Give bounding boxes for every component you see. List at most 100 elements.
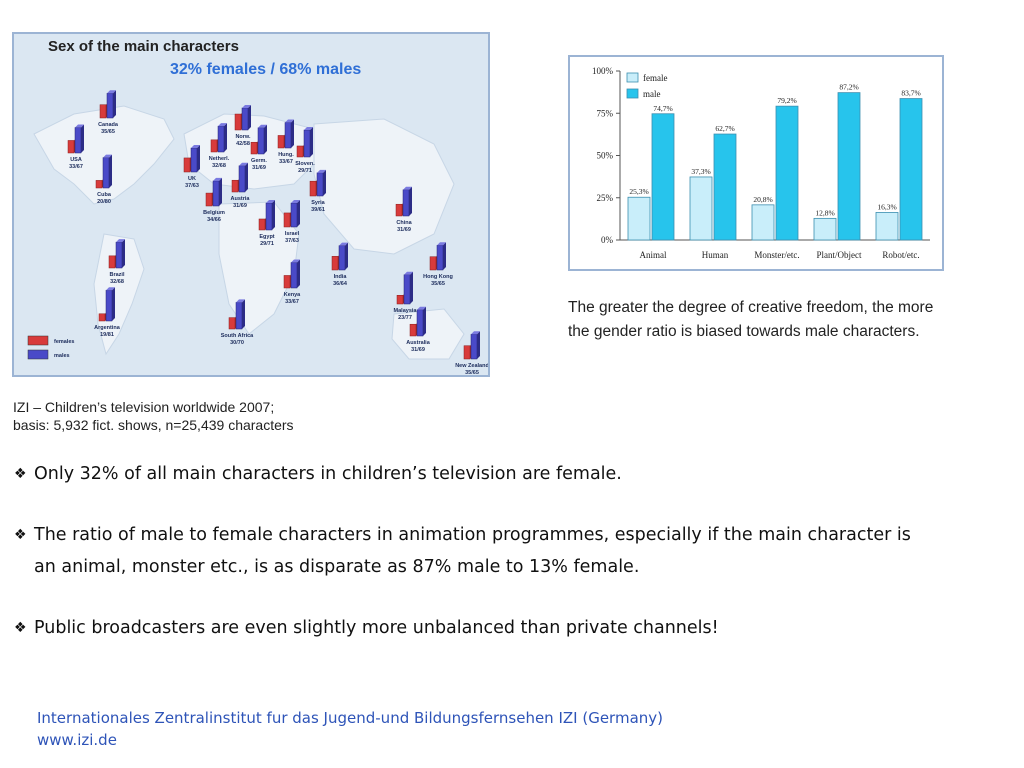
male-bar-side [477,331,480,359]
country-label: USA [70,157,82,163]
male-bar [416,309,424,337]
male-bar [74,127,82,154]
map-legend-label: females [54,339,75,345]
female-bar [309,180,317,197]
male-bar-side [224,123,227,152]
country-label: India [334,274,348,280]
female-bar [228,317,236,330]
country-label: Sloven. [295,161,315,167]
male-bar [106,93,114,119]
y-tick-label: 75% [597,108,614,118]
country-label: Belgium [203,210,225,216]
male-bar-top [75,124,84,128]
y-tick-label: 25% [597,193,614,203]
female-bar [98,313,106,322]
gender-ratio-chart: 0% 25% 50% 75% 100% 25,3% 74,7% Animal 37,3% 62,… [568,55,944,271]
country-ratio-label: 23/77 [398,315,412,321]
female-bar [395,203,403,217]
male-bar [899,98,923,241]
ratio-caption: The greater the degree of creative freed… [568,299,934,340]
male-bar-top [317,169,326,173]
country-ratio-label: 32/68 [110,279,124,285]
y-tick-label: 100% [592,66,614,76]
country-ratio-label: 35/65 [431,281,445,287]
male-bar [470,334,478,360]
male-bar [265,202,273,231]
female-bar [67,140,75,154]
female-bar [231,179,239,193]
female-bar [627,196,651,241]
country-ratio-label: 33/67 [69,164,83,170]
country-ratio-label: 33/67 [285,299,299,305]
south-america-shape [93,233,145,356]
male-bar-side [345,242,348,270]
institute-name: Internationales Zentralinstitut fur das … [37,709,663,727]
male-bar-top [339,242,348,246]
source-footer: Internationales Zentralinstitut fur das … [37,707,663,751]
male-bar [316,172,324,197]
male-bar-side [81,124,84,153]
male-bar [257,127,265,155]
male-bar [290,262,298,289]
male-bar-side [272,200,275,230]
country-bar-group: Hung.33/67 [277,119,294,165]
male-bar-side [443,242,446,270]
asia-shape [313,118,455,255]
male-bar [102,157,110,189]
female-bar [396,295,404,305]
male-bar [217,125,225,153]
male-bar [402,189,410,217]
male-bar-top [116,239,125,243]
male-bar [238,165,246,193]
male-bar [713,133,737,241]
ratio-bars: 25,3% 74,7% Animal 37,3% 62,7% Human 20,8% 79,2… [627,83,923,260]
country-label: South Africa [221,333,254,339]
country-label: New Zealand [455,363,489,369]
country-ratio-label: 29/71 [260,241,274,247]
country-label: China [396,220,412,226]
female-bar [99,104,107,119]
country-label: Malaysia [394,308,418,314]
bullet-item: ❖ The ratio of male to female characters… [14,519,914,583]
male-bar-side [109,154,112,188]
male-bar [403,274,411,305]
female-bar [331,256,339,271]
country-ratio-label: 31/69 [252,165,266,171]
bar-value-label: 79,2% [777,96,796,105]
female-bar [463,345,471,360]
male-bar [115,241,123,269]
bar-value-label: 87,2% [839,83,858,92]
bullet-item: ❖ Only 32% of all main characters in chi… [14,458,914,490]
female-bar [210,139,218,153]
male-bar-side [291,119,294,148]
female-bar [183,157,191,173]
male-bar [775,105,799,241]
male-bar-top [106,287,115,291]
country-label: Argentina [94,325,121,331]
male-bar-side [197,145,200,172]
country-label: UK [188,176,196,182]
male-bar-top [417,306,426,310]
male-bar-top [471,331,480,335]
ratio-legend-label: male [643,89,661,99]
bar-value-label: 20,8% [753,195,772,204]
country-ratio-label: 29/71 [298,168,312,174]
category-label: Animal [640,250,667,260]
male-bar-side [423,306,426,336]
category-label: Plant/Object [817,250,862,260]
male-bar-top [191,145,200,149]
institute-url[interactable]: www.izi.de [37,731,117,749]
female-bar [813,217,837,241]
male-bar-side [242,299,245,329]
male-bar-top [258,124,267,128]
male-bar [241,107,249,131]
country-ratio-label: 37/63 [185,183,199,189]
female-bar [250,141,258,155]
map-bar-layer: Canada35/65USA33/67Cuba20/80Norw.42/58Ne… [67,90,489,375]
country-ratio-label: 36/64 [333,281,348,287]
